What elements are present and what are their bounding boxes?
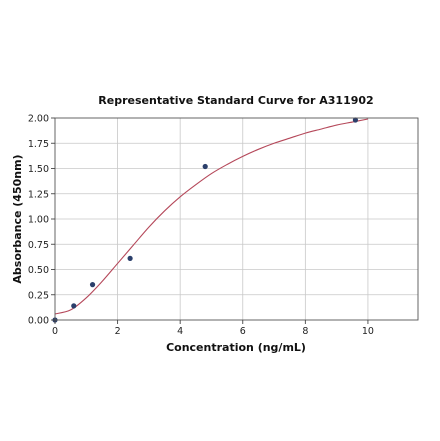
x-axis-label: Concentration (ng/mL) [166,341,306,354]
data-point [127,255,133,261]
y-tick-label: 1.00 [28,215,49,226]
y-tick-label: 0.50 [28,265,49,276]
x-tick-label: 10 [362,326,374,337]
y-axis-label: Absorbance (450nm) [11,154,24,283]
data-point [89,282,96,288]
y-tick-label: 1.25 [28,189,49,200]
x-tick-label: 0 [52,326,58,337]
tick-layer: 0 2 4 6 8 10 0.00 0.25 0.50 0.75 1.00 1.25 1.50 1.75 2… [28,114,374,338]
fit-curve-layer [54,118,369,315]
x-tick-label: 4 [177,326,183,337]
y-tick-label: 0.75 [28,240,49,251]
data-points-layer [52,117,359,323]
fit-curve-line [54,118,369,315]
data-point [202,163,208,170]
y-tick-label: 2.00 [28,114,49,125]
chart-title: Representative Standard Curve for A31190… [98,94,373,107]
y-tick-label: 0.25 [28,290,49,301]
y-tick-label: 0.00 [28,316,49,327]
x-tick-label: 6 [240,326,246,337]
x-tick-label: 2 [115,326,121,337]
y-tick-label: 1.50 [28,164,49,175]
data-point [71,303,77,309]
x-tick-label: 8 [302,326,308,337]
y-tick-label: 1.75 [28,139,49,150]
data-point [352,117,359,123]
grid-layer [55,118,418,320]
